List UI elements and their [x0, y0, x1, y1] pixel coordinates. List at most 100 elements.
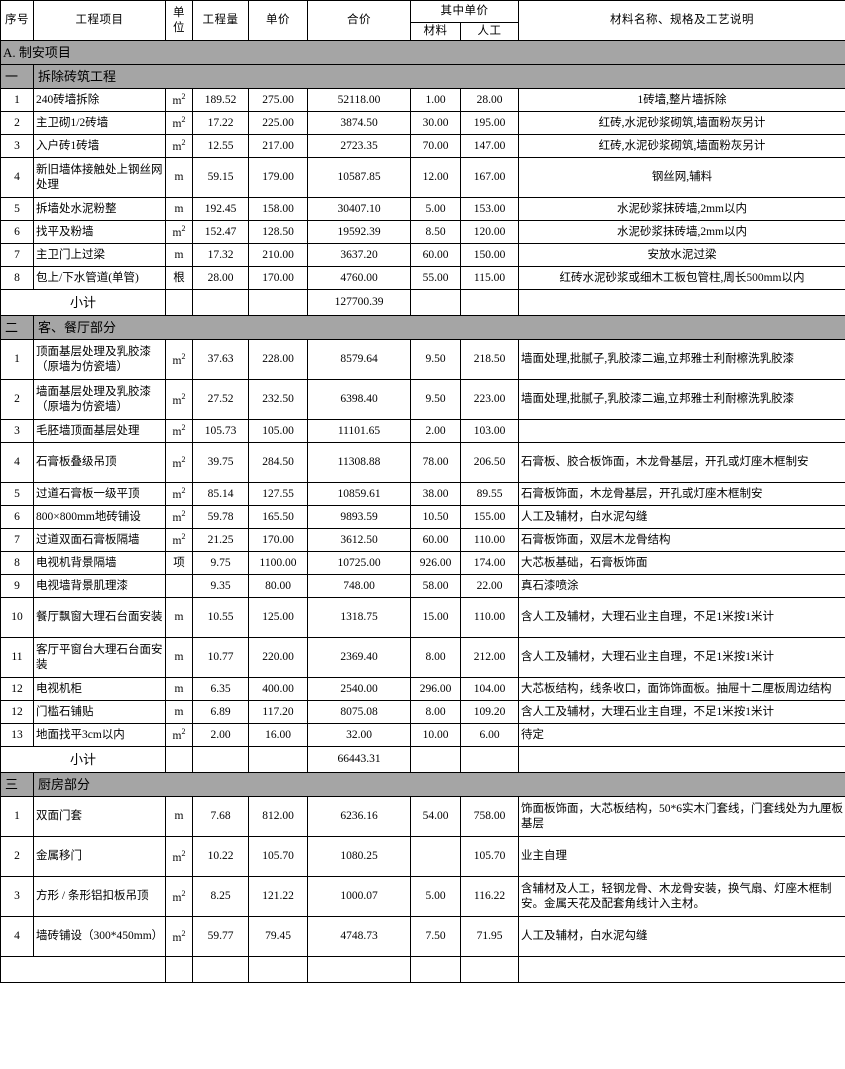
header-cell-description: 材料名称、规格及工艺说明 [518, 0, 845, 41]
table-row: 10 餐厅飘窗大理石台面安装 m 10.55 125.00 1318.75 15.00 110… [0, 597, 845, 638]
header-cell-item: 工程项目 [33, 0, 166, 41]
header-row-sub: 材料 人工 [1, 21, 845, 42]
cell-material-price: 60.00 [410, 528, 461, 552]
cell-labor-price: 71.95 [460, 916, 519, 957]
cell-price: 170.00 [248, 266, 308, 290]
cell-total: 2723.35 [307, 134, 411, 158]
cell-price: 80.00 [248, 574, 308, 598]
cell-price: 210.00 [248, 243, 308, 267]
subtotal-material [410, 746, 461, 773]
cell-unit: m2 [165, 505, 193, 529]
cell-total: 11101.65 [307, 419, 411, 443]
cell-unit: m [165, 197, 193, 221]
cell-unit: m2 [165, 339, 193, 380]
cell-unit: m2 [165, 220, 193, 244]
cell-total: 10587.85 [307, 157, 411, 198]
cell-price: 127.55 [248, 482, 308, 506]
cell-total: 4760.00 [307, 266, 411, 290]
cell-description: 安放水泥过梁 [518, 243, 845, 267]
section-header-row: 二客、餐厅部分 [0, 315, 845, 340]
table-row: 3 方形 / 条形铝扣板吊顶 m2 8.25 121.22 1000.07 5.00 116.… [0, 876, 845, 917]
section-title: 客、餐厅部分 [33, 315, 845, 340]
table-row: 8 包上/下水管道(单管) 根 28.00 170.00 4760.00 55.00 115.… [0, 266, 845, 290]
cell-total: 19592.39 [307, 220, 411, 244]
header-row-main: 序号 工程项目 单位 工程量 单价 合价 其中单价 材料名称、规格及工艺说明 [0, 0, 845, 41]
cell-unit: m2 [165, 442, 193, 483]
cell-quantity: 27.52 [192, 379, 249, 420]
cell-total: 3637.20 [307, 243, 411, 267]
cell-item: 顶面基层处理及乳胶漆（原墙为仿瓷墙） [33, 339, 166, 380]
table-row: 12 电视机柜 m 6.35 400.00 2540.00 296.00 104.00 大芯板结… [0, 677, 845, 701]
cell-index: 8 [0, 551, 34, 575]
cell-price: 225.00 [248, 111, 308, 135]
subtotal-description [518, 746, 845, 773]
cell-material-price: 8.00 [410, 637, 461, 678]
cell-description: 含人工及辅材，大理石业主自理，不足1米按1米计 [518, 700, 845, 724]
cell-quantity: 192.45 [192, 197, 249, 221]
cell-unit: m [165, 796, 193, 837]
cell-index: 11 [0, 637, 34, 678]
cell-quantity: 105.73 [192, 419, 249, 443]
cell-labor-price: 103.00 [460, 419, 519, 443]
cell-labor-price: 116.22 [460, 876, 519, 917]
table-row: 13 地面找平3cm以内 m2 2.00 16.00 32.00 10.00 6.00 待定 [0, 723, 845, 747]
cell-total: 1080.25 [307, 836, 411, 877]
cell-labor-price: 153.00 [460, 197, 519, 221]
section-number: 一 [0, 64, 34, 89]
cell-index: 8 [0, 266, 34, 290]
header-cell-quantity: 工程量 [192, 0, 249, 41]
section-number: 二 [0, 315, 34, 340]
cell-total: 10725.00 [307, 551, 411, 575]
cell-material-price: 58.00 [410, 574, 461, 598]
subtotal-cell-price [248, 289, 308, 316]
cell-quantity: 37.63 [192, 339, 249, 380]
cell-material-price: 926.00 [410, 551, 461, 575]
table-row: 6 找平及粉墙 m2 152.47 128.50 19592.39 8.50 120.00 水泥… [0, 220, 845, 244]
cell-price: 217.00 [248, 134, 308, 158]
cell-item: 电视机背景隔墙 [33, 551, 166, 575]
cell-item: 800×800mm地砖铺设 [33, 505, 166, 529]
cell-unit: m2 [165, 111, 193, 135]
subtotal-label [0, 956, 166, 983]
cell-quantity: 12.55 [192, 134, 249, 158]
cell-unit: m [165, 597, 193, 638]
cell-item: 主卫砌1/2砖墙 [33, 111, 166, 135]
cell-price: 232.50 [248, 379, 308, 420]
cell-description: 石膏板饰面，双层木龙骨结构 [518, 528, 845, 552]
cell-index: 2 [0, 379, 34, 420]
cell-index: 6 [0, 220, 34, 244]
subtotal-value: 127700.39 [307, 289, 411, 316]
cell-quantity: 2.00 [192, 723, 249, 747]
subtotal-material [410, 289, 461, 316]
cell-unit: m [165, 700, 193, 724]
cell-quantity: 7.68 [192, 796, 249, 837]
header-cell-labor: 人工 [460, 21, 519, 42]
subtotal-cell-quantity [192, 289, 249, 316]
table-row: 5 过道石膏板一级平顶 m2 85.14 127.55 10859.61 38.00 89.5… [0, 482, 845, 506]
cell-material-price: 60.00 [410, 243, 461, 267]
section-header-row: 三厨房部分 [0, 772, 845, 797]
cell-unit: m2 [165, 836, 193, 877]
cell-description [518, 419, 845, 443]
cell-index: 10 [0, 597, 34, 638]
table-row: 2 金属移门 m2 10.22 105.70 1080.25 105.70 业主自理 [0, 836, 845, 877]
cell-item: 墙砖铺设（300*450mm） [33, 916, 166, 957]
cell-total: 3612.50 [307, 528, 411, 552]
table-row: 2 主卫砌1/2砖墙 m2 17.22 225.00 3874.50 30.00 195.00… [0, 111, 845, 135]
table-row: 2 墙面基层处理及乳胶漆（原墙为仿瓷墙） m2 27.52 232.50 6398.40 9… [0, 379, 845, 420]
cell-quantity: 59.15 [192, 157, 249, 198]
cell-description: 含人工及辅材，大理石业主自理，不足1米按1米计 [518, 597, 845, 638]
cell-material-price: 15.00 [410, 597, 461, 638]
cell-index: 1 [0, 796, 34, 837]
cell-item: 方形 / 条形铝扣板吊顶 [33, 876, 166, 917]
cell-price: 812.00 [248, 796, 308, 837]
subtotal-cell-quantity [192, 956, 249, 983]
cell-description: 红砖,水泥砂浆砌筑,墙面粉灰另计 [518, 134, 845, 158]
subtotal-cell-price [248, 956, 308, 983]
cell-description: 石膏板饰面，木龙骨基层，开孔或灯座木框制安 [518, 482, 845, 506]
cell-labor-price: 758.00 [460, 796, 519, 837]
cell-quantity: 189.52 [192, 88, 249, 112]
cell-labor-price: 150.00 [460, 243, 519, 267]
subtotal-description [518, 289, 845, 316]
cell-item: 包上/下水管道(单管) [33, 266, 166, 290]
